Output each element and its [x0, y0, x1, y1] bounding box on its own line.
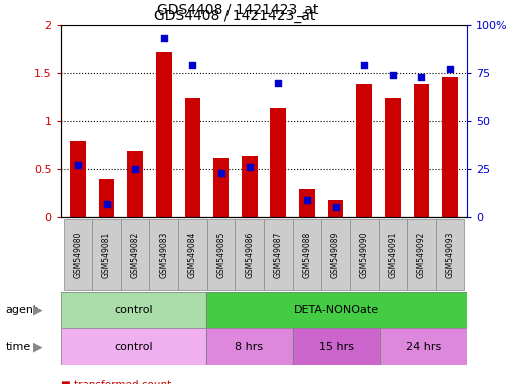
Text: GSM549092: GSM549092 — [417, 231, 426, 278]
Point — [246, 164, 254, 170]
Bar — [328, 200, 343, 217]
Bar — [206, 292, 467, 328]
Point — [389, 72, 397, 78]
Bar — [356, 84, 372, 217]
Bar — [299, 189, 315, 217]
Text: 8 hrs: 8 hrs — [235, 341, 263, 352]
Text: control: control — [114, 341, 153, 352]
Bar — [206, 292, 467, 328]
Text: GSM549085: GSM549085 — [216, 231, 225, 278]
Bar — [270, 108, 286, 217]
Bar — [206, 328, 293, 365]
Text: DETA-NONOate: DETA-NONOate — [294, 305, 379, 315]
Text: GSM549080: GSM549080 — [73, 231, 82, 278]
Bar — [293, 328, 380, 365]
Bar — [242, 157, 258, 217]
Bar — [156, 52, 172, 217]
Bar — [213, 159, 229, 217]
Point — [446, 66, 454, 72]
Bar — [127, 151, 143, 217]
Text: agent: agent — [5, 305, 37, 315]
Point — [159, 35, 168, 41]
Point — [217, 170, 225, 176]
Point — [131, 166, 139, 172]
Point — [188, 62, 196, 68]
Text: GSM549091: GSM549091 — [388, 231, 398, 278]
Bar — [61, 328, 206, 365]
Text: ▶: ▶ — [33, 340, 43, 353]
Point — [274, 79, 282, 86]
Text: control: control — [114, 305, 153, 315]
Text: GSM549081: GSM549081 — [102, 231, 111, 278]
Bar — [413, 84, 429, 217]
Bar — [61, 292, 206, 328]
Text: GSM549088: GSM549088 — [303, 231, 312, 278]
Text: GSM549083: GSM549083 — [159, 231, 168, 278]
Text: time: time — [5, 341, 31, 352]
Bar — [293, 328, 380, 365]
Text: GSM549087: GSM549087 — [274, 231, 283, 278]
Point — [74, 162, 82, 168]
Text: ▶: ▶ — [33, 304, 43, 316]
Bar — [185, 98, 200, 217]
Bar — [61, 292, 206, 328]
Bar — [70, 141, 86, 217]
Text: 24 hrs: 24 hrs — [406, 341, 441, 352]
Point — [417, 74, 426, 80]
Text: GSM549090: GSM549090 — [360, 231, 369, 278]
Bar — [99, 179, 115, 217]
Point — [303, 197, 311, 203]
Bar — [385, 98, 401, 217]
Text: 15 hrs: 15 hrs — [319, 341, 354, 352]
Point — [332, 204, 340, 210]
Text: GSM549089: GSM549089 — [331, 231, 340, 278]
Text: GSM549093: GSM549093 — [446, 231, 455, 278]
Bar — [61, 328, 206, 365]
Point — [360, 62, 369, 68]
Text: GDS4408 / 1421423_at: GDS4408 / 1421423_at — [157, 3, 318, 17]
Bar — [380, 328, 467, 365]
Text: ■ transformed count: ■ transformed count — [61, 380, 171, 384]
Text: GDS4408 / 1421423_at: GDS4408 / 1421423_at — [154, 8, 316, 23]
Point — [102, 200, 111, 207]
Bar — [442, 77, 458, 217]
Text: GSM549086: GSM549086 — [245, 231, 254, 278]
Bar — [206, 328, 293, 365]
Text: GSM549082: GSM549082 — [130, 231, 140, 278]
Text: GSM549084: GSM549084 — [188, 231, 197, 278]
Bar — [380, 328, 467, 365]
